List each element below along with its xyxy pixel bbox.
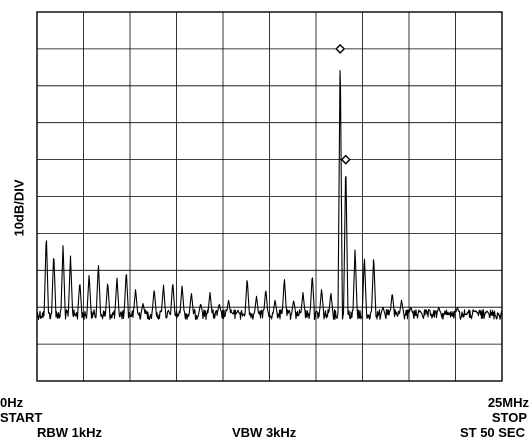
x-stop-label: 25MHz bbox=[487, 395, 529, 410]
y-axis-label: 10dB/DIV bbox=[11, 179, 27, 237]
x-start-label: 0Hz bbox=[0, 395, 24, 410]
sweep-time-label: ST 50 SEC bbox=[459, 425, 525, 440]
markers bbox=[335, 43, 351, 165]
vbw-label: VBW 3kHz bbox=[232, 425, 297, 440]
rbw-label: RBW 1kHz bbox=[37, 425, 103, 440]
x-start-caption: START bbox=[0, 410, 43, 425]
peak-marker bbox=[335, 43, 346, 54]
spectrum-trace bbox=[36, 70, 503, 321]
peak-marker bbox=[340, 154, 351, 165]
plot-frame bbox=[36, 11, 503, 382]
x-stop-caption: STOP bbox=[491, 410, 527, 425]
grid bbox=[37, 12, 502, 381]
